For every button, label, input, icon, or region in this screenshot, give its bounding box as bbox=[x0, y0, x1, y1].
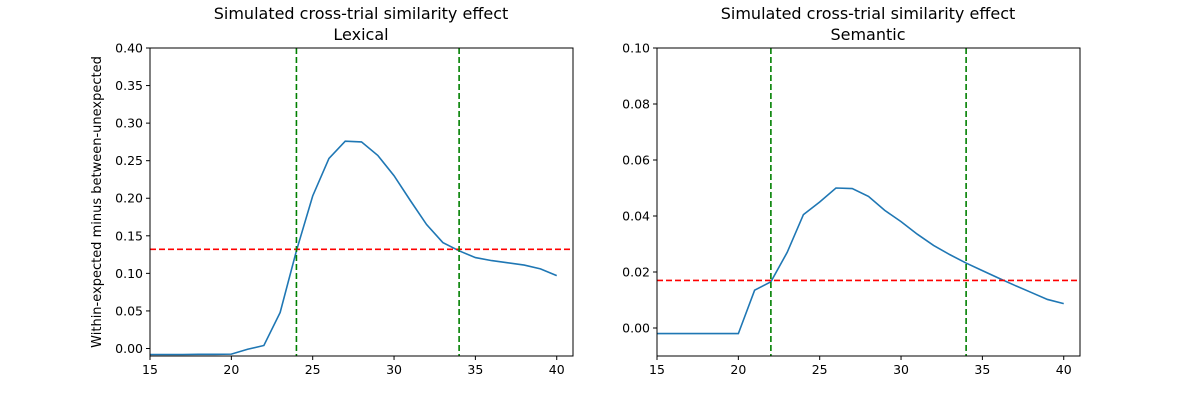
x-tick-label: 20 bbox=[730, 362, 746, 377]
y-tick-label: 0.02 bbox=[622, 265, 650, 280]
chart-title: Simulated cross-trial similarity effect bbox=[721, 4, 1016, 23]
chart-lexical: Simulated cross-trial similarity effect … bbox=[90, 4, 574, 377]
y-tick-label: 0.04 bbox=[622, 209, 650, 224]
x-tick-label: 15 bbox=[142, 362, 158, 377]
series-line bbox=[150, 140, 558, 356]
y-tick-label: 0.06 bbox=[622, 153, 650, 168]
x-tick-label: 35 bbox=[467, 362, 483, 377]
y-tick-label: 0.08 bbox=[622, 97, 650, 112]
y-tick-label: 0.35 bbox=[115, 78, 143, 93]
axes-frame bbox=[656, 47, 1081, 357]
y-tick-label: 0.10 bbox=[622, 41, 650, 56]
y-tick-label: 0.05 bbox=[115, 303, 143, 318]
x-tick-label: 20 bbox=[223, 362, 239, 377]
y-tick-label: 0.15 bbox=[115, 228, 143, 243]
x-tick-label: 15 bbox=[649, 362, 665, 377]
x-tick-label: 40 bbox=[549, 362, 565, 377]
x-tick-label: 30 bbox=[386, 362, 402, 377]
x-tick-label: 35 bbox=[974, 362, 990, 377]
y-tick-label: 0.00 bbox=[115, 341, 143, 356]
y-tick-label: 0.00 bbox=[622, 321, 650, 336]
x-tick-label: 40 bbox=[1056, 362, 1072, 377]
series-line bbox=[657, 187, 1064, 335]
chart-title: Simulated cross-trial similarity effect bbox=[214, 4, 509, 23]
y-axis-label: Within-expected minus between-unexpected bbox=[90, 56, 105, 348]
chart-subtitle: Semantic bbox=[830, 25, 905, 44]
plot-area: 15 20 25 30 35 40 0.00 0.02 0.04 0.06 0.08 0.10 bbox=[622, 41, 1081, 377]
axes-frame bbox=[149, 47, 574, 357]
y-tick-label: 0.20 bbox=[115, 191, 143, 206]
x-tick-label: 25 bbox=[812, 362, 828, 377]
plot-area: 15 20 25 30 35 40 0.00 0.05 0.10 0.15 0.20 0.25 0.30… bbox=[115, 41, 574, 377]
x-tick-label: 30 bbox=[893, 362, 909, 377]
chart-subtitle: Lexical bbox=[333, 25, 388, 44]
y-tick-label: 0.40 bbox=[115, 41, 143, 56]
chart-semantic: Simulated cross-trial similarity effect … bbox=[622, 4, 1081, 377]
y-tick-label: 0.25 bbox=[115, 153, 143, 168]
x-tick-label: 25 bbox=[305, 362, 321, 377]
y-tick-label: 0.30 bbox=[115, 116, 143, 131]
y-tick-label: 0.10 bbox=[115, 266, 143, 281]
